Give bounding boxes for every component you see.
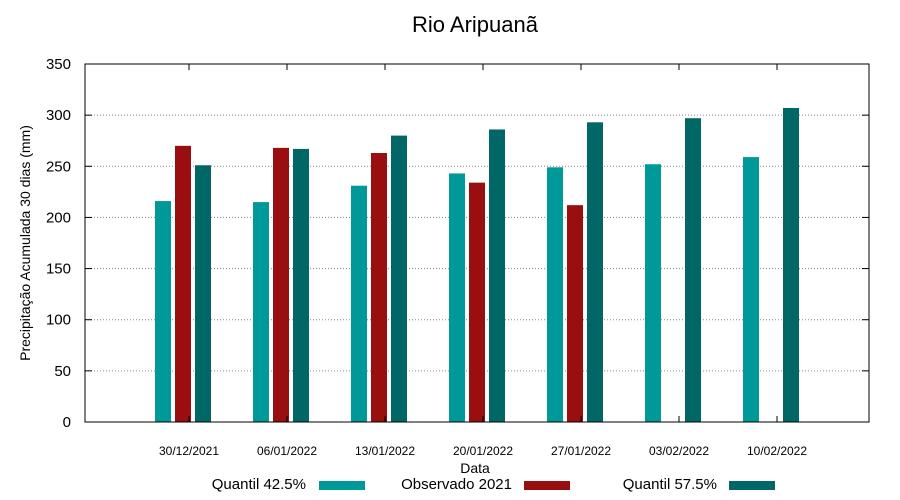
x-tick-label: 20/01/2022 bbox=[453, 444, 513, 458]
bar-2-3 bbox=[371, 152, 387, 422]
x-tick-label: 10/02/2022 bbox=[747, 444, 807, 458]
bar-2-5 bbox=[567, 205, 583, 422]
bar-1-7 bbox=[743, 157, 759, 422]
x-axis-label: Data bbox=[460, 460, 490, 476]
y-axis-ticks: 0 50 100 150 200 250 300 350 bbox=[46, 56, 869, 431]
x-axis-ticks: 30/12/2021 06/01/2022 13/01/2022 20/01/2022… bbox=[159, 64, 807, 458]
bar-3-2 bbox=[293, 148, 309, 422]
x-tick-label: 27/01/2022 bbox=[551, 444, 611, 458]
y-tick-label: 300 bbox=[46, 107, 71, 124]
bar-2-2 bbox=[273, 147, 289, 423]
bar-3-4 bbox=[489, 129, 505, 422]
bar-1-1 bbox=[155, 201, 171, 422]
legend: Quantil 42.5% Observado 2021 Quantil 57.5% bbox=[212, 476, 775, 493]
bars bbox=[155, 107, 799, 423]
legend-label: Quantil 42.5% bbox=[212, 476, 306, 493]
y-tick-label: 0 bbox=[63, 414, 71, 431]
x-tick-label: 03/02/2022 bbox=[649, 444, 709, 458]
bar-2-4 bbox=[469, 182, 485, 422]
y-tick-label: 150 bbox=[46, 261, 71, 278]
y-axis-label: Precipitação Acumulada 30 dias (mm) bbox=[17, 125, 33, 361]
legend-label: Quantil 57.5% bbox=[623, 476, 717, 493]
bar-3-5 bbox=[587, 122, 603, 422]
y-tick-label: 350 bbox=[46, 56, 71, 73]
legend-swatch bbox=[524, 481, 570, 490]
x-tick-label: 06/01/2022 bbox=[257, 444, 317, 458]
y-tick-label: 50 bbox=[54, 363, 71, 380]
bar-1-2 bbox=[253, 202, 269, 422]
bar-1-5 bbox=[547, 167, 563, 422]
legend-swatch bbox=[319, 481, 365, 490]
chart-title: Rio Aripuanã bbox=[412, 12, 539, 37]
bar-2-1 bbox=[175, 145, 191, 423]
bar-3-7 bbox=[783, 107, 799, 423]
y-tick-label: 200 bbox=[46, 209, 71, 226]
bar-3-6 bbox=[685, 118, 701, 422]
bar-1-6 bbox=[645, 164, 661, 423]
bar-1-3 bbox=[351, 185, 367, 422]
plot-frame bbox=[84, 63, 870, 423]
y-tick-label: 100 bbox=[46, 312, 71, 329]
legend-swatch bbox=[729, 481, 775, 490]
y-tick-label: 250 bbox=[46, 158, 71, 175]
x-tick-label: 30/12/2021 bbox=[159, 444, 219, 458]
bar-1-4 bbox=[449, 173, 465, 422]
bar-3-3 bbox=[391, 135, 407, 422]
bar-3-1 bbox=[195, 165, 211, 422]
legend-label: Observado 2021 bbox=[401, 476, 512, 493]
x-tick-label: 13/01/2022 bbox=[355, 444, 415, 458]
